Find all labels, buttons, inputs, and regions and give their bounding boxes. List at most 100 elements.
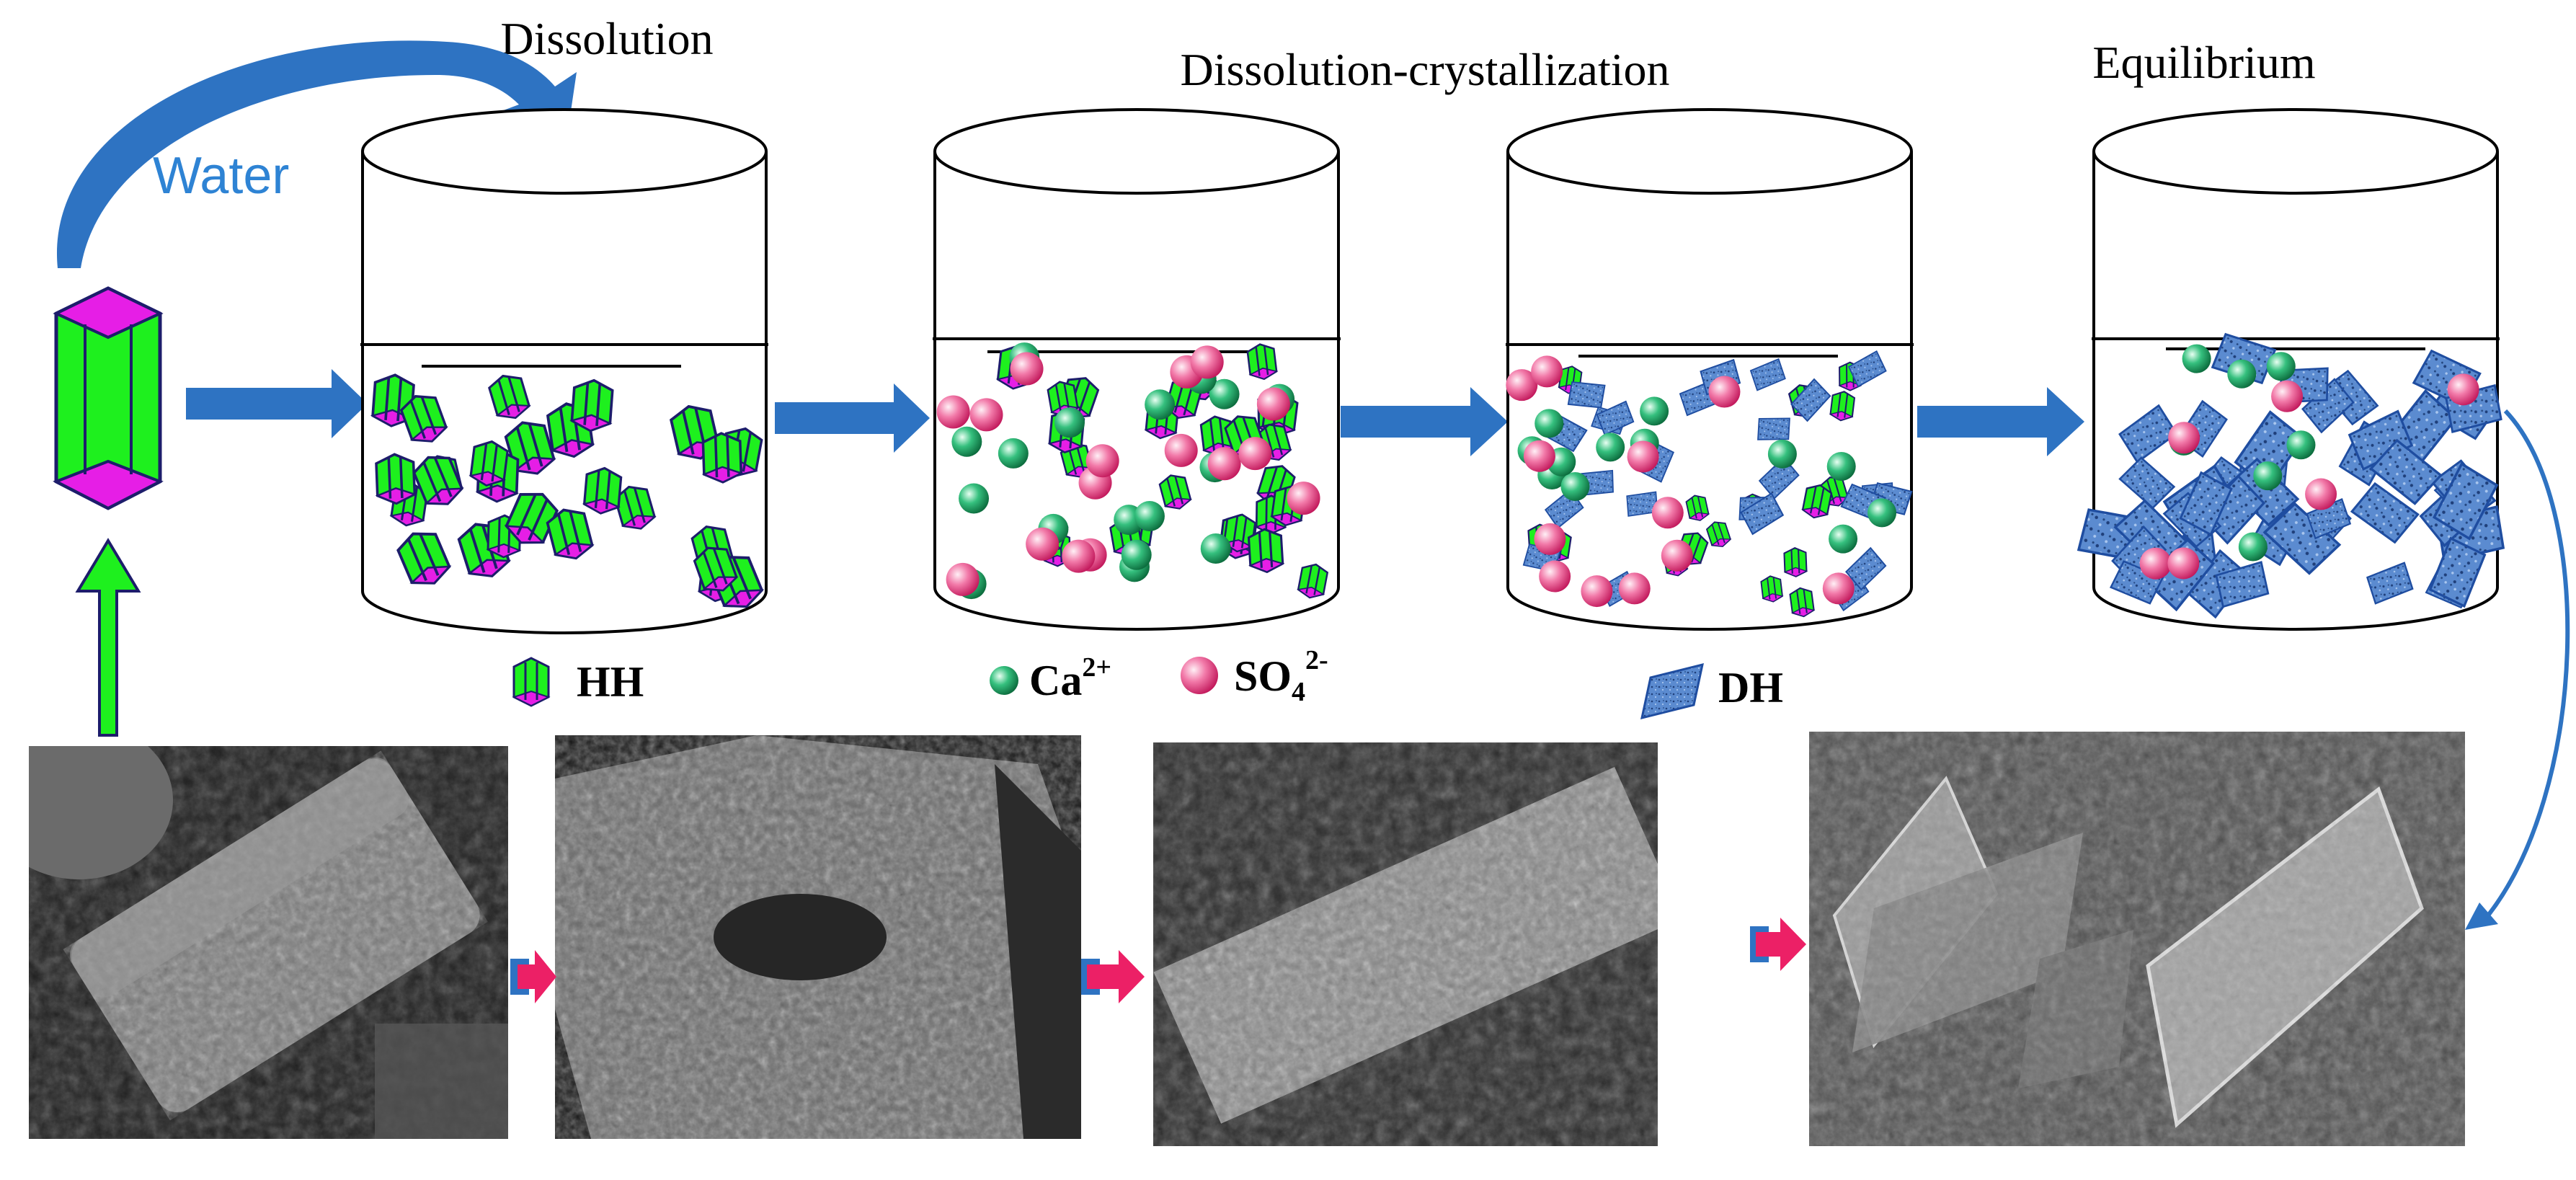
legend-dh: DH (1640, 662, 1783, 720)
dh-crystal-icon (2428, 536, 2487, 608)
so4-ion-icon (1506, 369, 1538, 402)
blue-arrow-3 (1341, 387, 1508, 456)
so4-legend-icon (1181, 657, 1218, 694)
title-dissolution-crystallization: Dissolution-crystallization (1181, 44, 1670, 95)
so4-ion-icon (2271, 380, 2304, 412)
blue-arrow-4 (1917, 387, 2084, 456)
hh-crystal-icon (468, 440, 509, 487)
so4-ion-icon (2447, 373, 2479, 406)
ca-ion-icon (2286, 430, 2316, 460)
blue-arrow-1 (186, 369, 368, 438)
ca-ion-icon (1596, 432, 1625, 462)
dh-crystal-icon (2179, 471, 2233, 536)
hh-crystal-icon (375, 453, 417, 505)
so4-ion-icon (2168, 422, 2200, 454)
dh-crystal-icon (1749, 358, 1786, 391)
dh-crystal-icon (2348, 409, 2414, 471)
hh-crystal-icon (1247, 528, 1285, 574)
hh-crystal-icon (1685, 494, 1710, 521)
so4-ion-icon (1531, 355, 1563, 388)
so4-ion-icon (936, 395, 970, 429)
so4-ion-icon (2139, 547, 2172, 580)
pink-arrow-3 (1750, 918, 1806, 971)
so4-ion-icon (946, 562, 980, 596)
hh-crystal-icon (546, 508, 595, 560)
legend-hh-label: HH (577, 658, 644, 706)
sem-image-2 (555, 735, 1081, 1139)
hh-legend-icon (512, 657, 551, 707)
so4-ion-icon (1287, 482, 1320, 515)
green-up-arrow (75, 538, 141, 737)
legend-so4-label: SO42- (1234, 645, 1328, 707)
so4-ion-icon (1627, 440, 1659, 473)
dh-crystal-icon (2366, 562, 2414, 605)
hh-crystal-icon (396, 532, 452, 585)
so4-ion-icon (969, 398, 1003, 432)
ca-ion-icon (1054, 407, 1085, 438)
so4-ion-icon (1062, 539, 1096, 573)
hh-crystal-icon (1705, 521, 1732, 548)
hh-crystal-icon (613, 485, 657, 530)
ca-ion-icon (1867, 498, 1897, 528)
so4-ion-icon (1085, 444, 1119, 478)
hh-crystal-icon (1158, 474, 1192, 510)
ca-ion-icon (2182, 344, 2211, 373)
dh-crystal-icon (1847, 350, 1887, 388)
so4-ion-icon (2167, 547, 2200, 580)
hh-crystal-icon (1783, 547, 1808, 577)
hh-crystal-icon (488, 374, 531, 420)
ca-ion-icon (951, 426, 982, 457)
dh-crystal-icon (2350, 482, 2420, 544)
legend-so4: SO42- (1181, 645, 1328, 707)
ca-ion-icon (1209, 378, 1240, 409)
return-curved-arrow (2465, 409, 2570, 930)
ca-ion-icon (2266, 352, 2296, 381)
so4-ion-icon (1822, 572, 1855, 605)
dh-crystal-icon (1757, 417, 1790, 440)
pink-arrow-1 (510, 950, 556, 1003)
so4-ion-icon (1010, 352, 1044, 386)
beaker-1 (360, 108, 768, 634)
legend-hh: HH (512, 657, 644, 707)
ca-ion-icon (2227, 359, 2257, 389)
hh-crystal-icon (399, 394, 448, 443)
ca-ion-icon (1767, 439, 1797, 469)
so4-ion-icon (1708, 376, 1741, 408)
dh-crystal-icon (1596, 400, 1635, 436)
hh-crystal-icon (1297, 563, 1329, 599)
hh-crystal-icon (1760, 575, 1784, 603)
ca-ion-icon (1640, 396, 1669, 426)
dh-crystal-icon (1740, 492, 1785, 536)
legend-ca-label: Ca2+ (1029, 652, 1111, 704)
so4-ion-icon (1523, 440, 1555, 472)
ca-ion-icon (1826, 452, 1856, 482)
legend-ca: Ca2+ (990, 652, 1111, 704)
pink-arrow-2 (1081, 950, 1145, 1003)
hh-crystal-icon (693, 546, 739, 592)
blue-arrow-2 (775, 383, 930, 453)
dh-crystal-icon (2369, 438, 2443, 505)
so4-ion-icon (1256, 387, 1290, 421)
dh-crystal-icon (1845, 546, 1887, 591)
ca-ion-icon (1145, 389, 1176, 420)
hh-crystal-icon (504, 492, 559, 544)
hh-crystal-icon (486, 514, 522, 559)
hh-crystal-icon (569, 378, 614, 432)
dh-crystal-icon (1790, 378, 1831, 422)
ca-ion-icon (1134, 501, 1165, 532)
ca-ion-icon (1535, 409, 1564, 438)
ca-ion-icon (959, 483, 990, 514)
hh-crystal-icon (412, 456, 464, 505)
hh-crystal-icon (1789, 587, 1816, 618)
so4-ion-icon (1534, 523, 1566, 555)
so4-ion-icon (1539, 560, 1571, 593)
hh-crystal-icon (1801, 484, 1833, 519)
ca-ion-icon (1829, 524, 1858, 554)
ca-legend-icon (990, 666, 1018, 695)
so4-ion-icon (1164, 433, 1198, 467)
ca-ion-icon (1560, 471, 1590, 501)
so4-ion-icon (1581, 575, 1613, 608)
water-curved-arrow (56, 40, 577, 268)
hh-crystal-icon (701, 432, 744, 484)
